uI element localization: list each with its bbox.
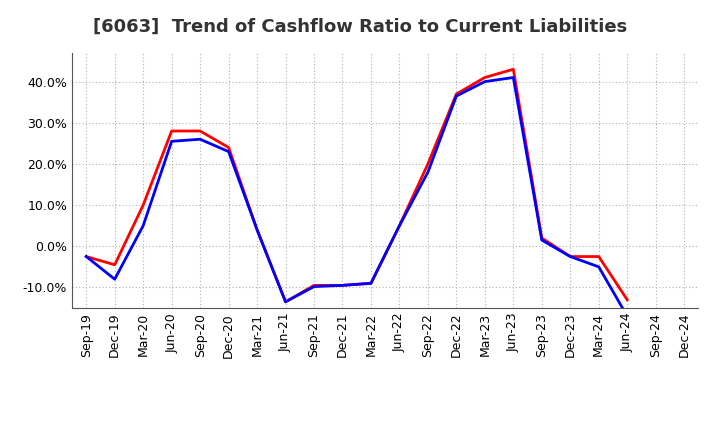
Operating CF to Current Liabilities	[225, 145, 233, 150]
Line: Operating CF to Current Liabilities: Operating CF to Current Liabilities	[86, 69, 627, 302]
Operating CF to Current Liabilities	[110, 262, 119, 268]
Free CF to Current Liabilities	[595, 264, 603, 269]
Free CF to Current Liabilities	[338, 283, 347, 288]
Free CF to Current Liabilities	[366, 281, 375, 286]
Operating CF to Current Liabilities	[509, 66, 518, 72]
Free CF to Current Liabilities	[310, 284, 318, 289]
Free CF to Current Liabilities	[253, 227, 261, 232]
Free CF to Current Liabilities	[167, 139, 176, 144]
Operating CF to Current Liabilities	[310, 283, 318, 288]
Free CF to Current Liabilities	[225, 149, 233, 154]
Free CF to Current Liabilities	[566, 254, 575, 259]
Operating CF to Current Liabilities	[139, 202, 148, 208]
Free CF to Current Liabilities	[537, 238, 546, 243]
Free CF to Current Liabilities	[196, 136, 204, 142]
Operating CF to Current Liabilities	[595, 254, 603, 259]
Free CF to Current Liabilities	[480, 79, 489, 84]
Operating CF to Current Liabilities	[623, 297, 631, 302]
Operating CF to Current Liabilities	[395, 223, 404, 228]
Operating CF to Current Liabilities	[82, 254, 91, 259]
Free CF to Current Liabilities	[82, 254, 91, 259]
Free CF to Current Liabilities	[110, 277, 119, 282]
Line: Free CF to Current Liabilities: Free CF to Current Liabilities	[86, 77, 627, 316]
Free CF to Current Liabilities	[139, 223, 148, 228]
Free CF to Current Liabilities	[395, 223, 404, 228]
Operating CF to Current Liabilities	[537, 235, 546, 241]
Free CF to Current Liabilities	[623, 314, 631, 319]
Text: [6063]  Trend of Cashflow Ratio to Current Liabilities: [6063] Trend of Cashflow Ratio to Curren…	[93, 18, 627, 36]
Operating CF to Current Liabilities	[366, 281, 375, 286]
Operating CF to Current Liabilities	[282, 299, 290, 304]
Operating CF to Current Liabilities	[196, 128, 204, 134]
Operating CF to Current Liabilities	[480, 75, 489, 80]
Operating CF to Current Liabilities	[253, 227, 261, 232]
Operating CF to Current Liabilities	[566, 254, 575, 259]
Operating CF to Current Liabilities	[167, 128, 176, 134]
Free CF to Current Liabilities	[282, 299, 290, 304]
Free CF to Current Liabilities	[423, 169, 432, 175]
Operating CF to Current Liabilities	[338, 283, 347, 288]
Free CF to Current Liabilities	[509, 75, 518, 80]
Free CF to Current Liabilities	[452, 93, 461, 99]
Operating CF to Current Liabilities	[423, 161, 432, 167]
Operating CF to Current Liabilities	[452, 92, 461, 97]
